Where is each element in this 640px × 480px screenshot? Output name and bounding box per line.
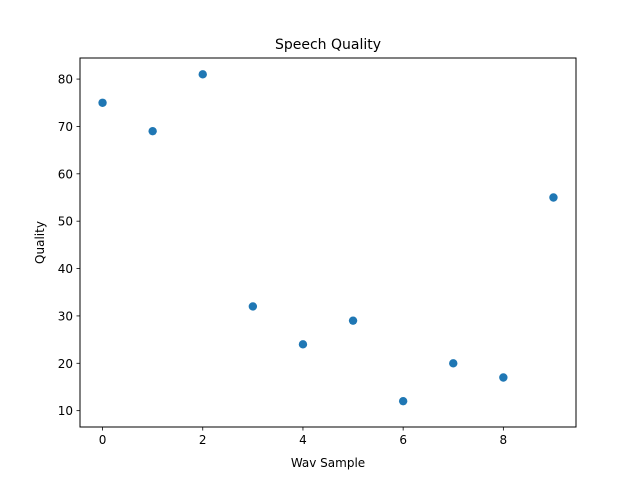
y-tick-label: 50 — [58, 215, 73, 229]
data-point — [148, 126, 157, 136]
y-tick-label: 70 — [58, 120, 73, 134]
x-axis-ticks: 0 2 4 6 8 — [99, 427, 507, 447]
data-point — [549, 193, 558, 202]
x-tick-label: 8 — [500, 433, 508, 447]
x-tick-label: 4 — [299, 433, 307, 447]
data-point — [499, 373, 508, 382]
y-tick-label: 60 — [58, 167, 73, 181]
y-tick-label: 10 — [58, 404, 73, 418]
y-tick-label: 40 — [58, 262, 73, 276]
data-point — [298, 340, 308, 349]
y-tick-label: 20 — [58, 357, 73, 371]
chart-title: Speech Quality — [275, 37, 381, 53]
data-point — [98, 98, 107, 107]
y-axis-ticks: 10 20 30 40 50 60 70 80 — [58, 73, 80, 418]
data-point — [449, 359, 458, 368]
axes-frame — [79, 57, 577, 428]
data-points — [98, 70, 558, 406]
y-tick-label: 30 — [58, 309, 73, 323]
plot-area — [79, 57, 577, 428]
y-tick-label: 80 — [58, 73, 73, 87]
data-point — [348, 316, 358, 325]
data-point — [398, 396, 408, 406]
data-point — [198, 70, 207, 79]
x-tick-label: 2 — [199, 433, 207, 447]
x-tick-label: 6 — [399, 433, 407, 447]
x-axis-label: Wav Sample — [291, 456, 365, 470]
data-point — [248, 302, 258, 311]
y-axis-label: Quality — [33, 221, 47, 264]
x-tick-label: 0 — [99, 433, 107, 447]
